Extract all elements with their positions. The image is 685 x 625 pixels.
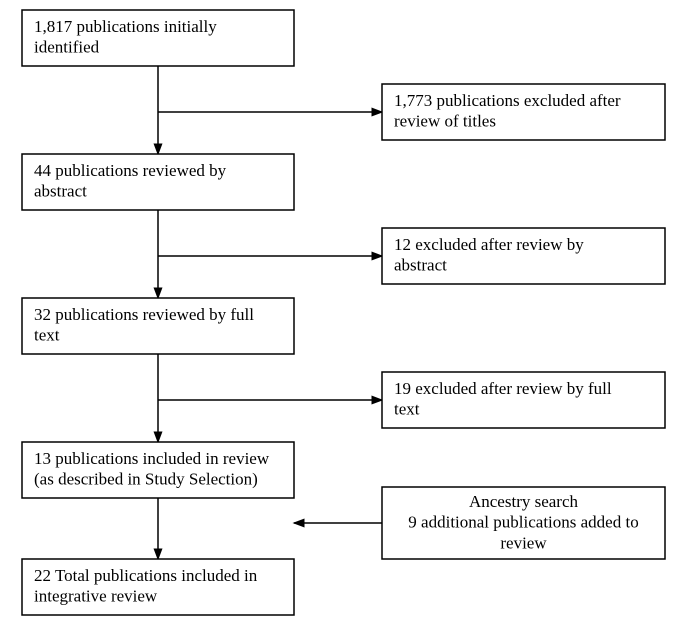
flow-node-label: abstract	[34, 182, 87, 201]
flow-node: 12 excluded after review by abstract	[382, 228, 665, 284]
flowchart-svg: 1,817 publications initiallyidentified1,…	[0, 0, 685, 625]
flow-node: 32 publications reviewed by full text	[22, 298, 294, 354]
flow-node: 1,817 publications initially identified	[22, 10, 294, 66]
flow-node-label: 1,773 publications excluded after	[394, 91, 621, 110]
flow-node-label: 44 publications reviewed by	[34, 161, 227, 180]
flow-node: Ancestry search 9 additional publications…	[382, 487, 665, 559]
flow-node-label: 1,817 publications initially	[34, 17, 217, 36]
flow-node-label: 32 publications reviewed by full	[34, 305, 254, 324]
flow-node-label: review of titles	[394, 112, 496, 131]
flow-node-label: review	[500, 533, 547, 552]
flow-node: 19 excluded after review by full text	[382, 372, 665, 428]
flow-node: 44 publications reviewed by abstract	[22, 154, 294, 210]
flow-node-label: Ancestry search	[469, 492, 579, 511]
flow-node-label: text	[394, 400, 420, 419]
flow-node-label: 12 excluded after review by	[394, 235, 584, 254]
flow-node-label: text	[34, 326, 60, 345]
nodes-layer: 1,817 publications initiallyidentified1,…	[22, 10, 665, 615]
flow-node-label: 13 publications included in review	[34, 449, 270, 468]
flow-node-label: identified	[34, 38, 100, 57]
flow-node-label: 22 Total publications included in	[34, 566, 258, 585]
flow-node-label: 9 additional publications added to	[408, 513, 638, 532]
flow-node: 13 publications included in review (as de…	[22, 442, 294, 498]
flow-node-label: abstract	[394, 256, 447, 275]
flow-node-label: integrative review	[34, 587, 158, 606]
flow-node-label: 19 excluded after review by full	[394, 379, 612, 398]
flow-node: 22 Total publications included in integra…	[22, 559, 294, 615]
flow-node-label: (as described in Study Selection)	[34, 470, 258, 489]
flow-node: 1,773 publications excluded after review …	[382, 84, 665, 140]
